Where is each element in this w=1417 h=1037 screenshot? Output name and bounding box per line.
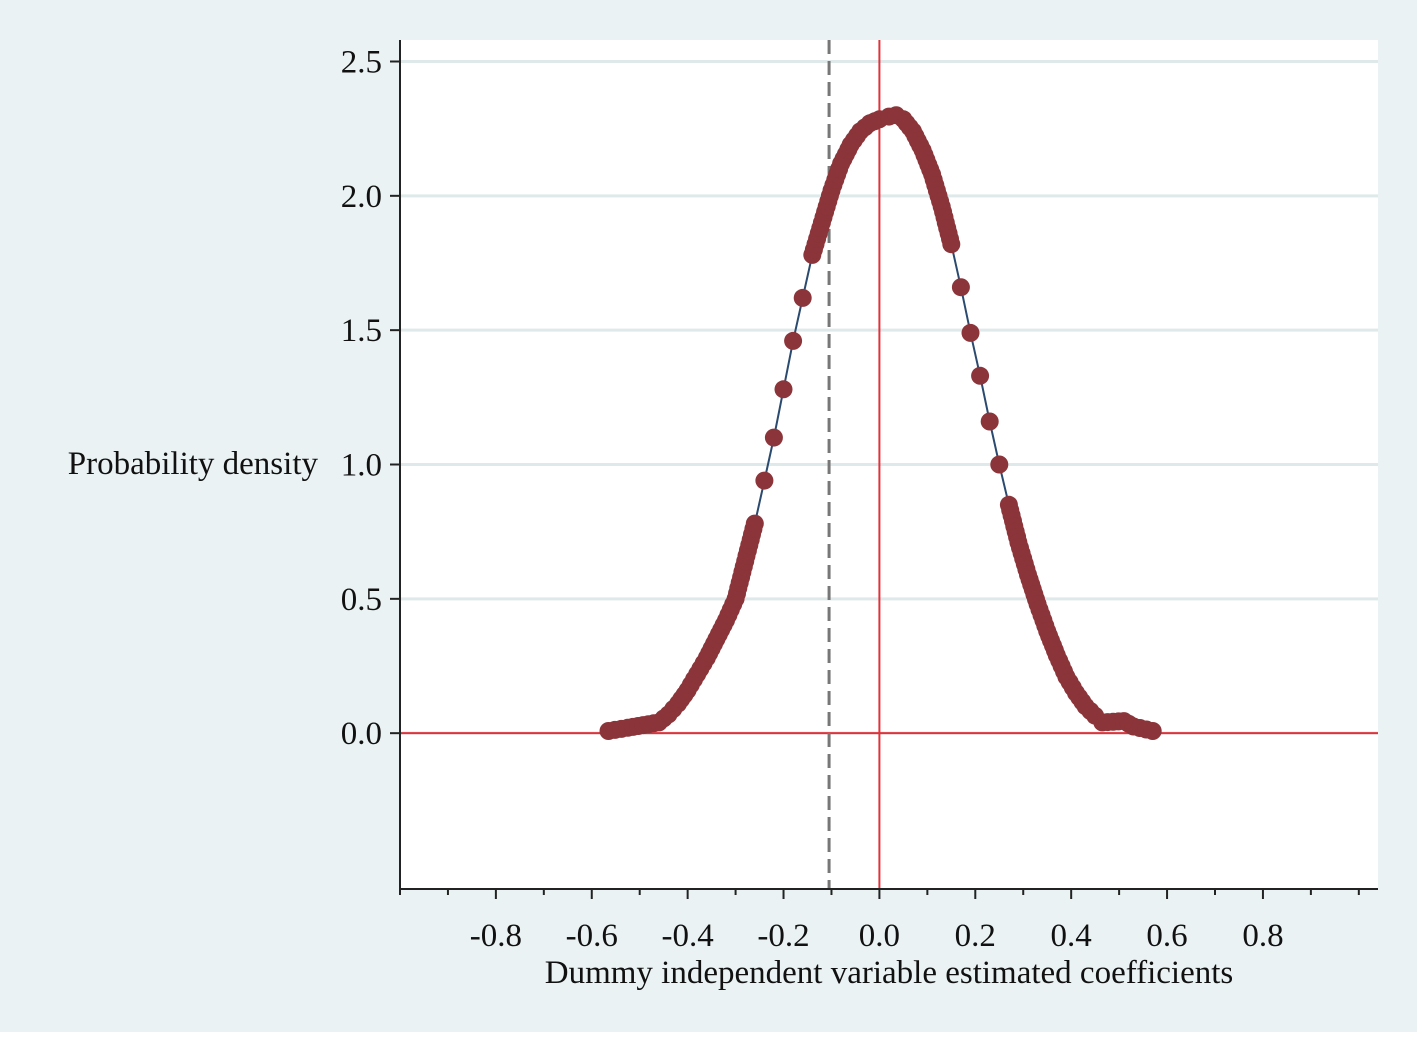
x-tick-label-4: 0.0	[859, 918, 900, 954]
ticks: 0.0 0.5 1.0 1.5 2.0 2.5 -0.8 -0.6 -0.4 -0.2 0.0 0.2…	[341, 44, 1360, 954]
x-tick-label-5: 0.2	[955, 918, 996, 954]
y-tick-label-1: 0.5	[341, 582, 382, 618]
y-tick-label-4: 2.0	[341, 179, 382, 215]
data-point-16	[784, 331, 803, 350]
y-tick-label-3: 1.5	[341, 313, 382, 349]
data-point-35	[961, 323, 980, 342]
y-tick-label-0: 0.0	[341, 716, 382, 752]
y-tick-label-5: 2.5	[341, 44, 382, 80]
data-point-52	[1143, 722, 1162, 740]
data-point-12	[745, 514, 764, 533]
reference-lines	[400, 40, 1378, 889]
x-tick-label-3: -0.2	[757, 918, 809, 954]
data-point-37	[980, 412, 999, 431]
x-tick-label-1: -0.6	[566, 918, 618, 954]
x-tick-label-7: 0.6	[1146, 918, 1187, 954]
x-axis-title: Dummy independent variable estimated coe…	[545, 955, 1234, 991]
data-point-38	[990, 455, 1009, 474]
x-tick-label-8: 0.8	[1242, 918, 1283, 954]
x-tick-label-0: -0.8	[470, 918, 522, 954]
data-point-13	[755, 471, 774, 490]
data-point-15	[774, 380, 793, 399]
data-points	[599, 106, 1162, 740]
data-point-14	[764, 428, 783, 447]
data-point-33	[942, 235, 961, 254]
y-axis-title: Probability density	[68, 446, 319, 482]
x-tick-label-2: -0.4	[662, 918, 714, 954]
x-tick-label-6: 0.4	[1051, 918, 1092, 954]
data-point-17	[793, 288, 812, 307]
y-tick-label-2: 1.0	[341, 448, 382, 484]
data-point-34	[951, 278, 970, 297]
data-point-36	[971, 366, 990, 385]
